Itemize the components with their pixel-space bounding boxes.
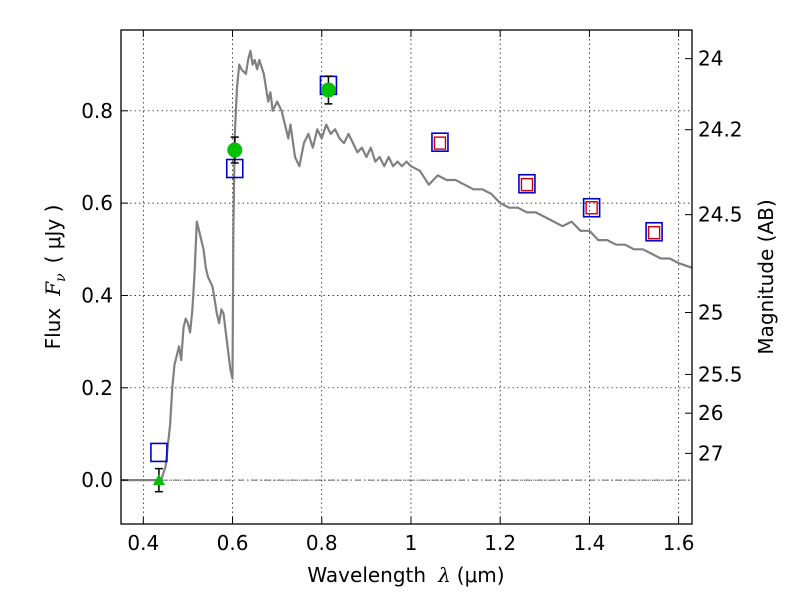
magnitude-tick-label: 25	[698, 301, 723, 325]
magnitude-axis-title: Magnitude (AB)	[754, 199, 778, 354]
series-layer	[121, 49, 693, 493]
magnitude-tick-label: 24	[698, 47, 723, 71]
y-tick-label: 0.2	[81, 376, 113, 400]
x-axis-title: Wavelength λ (μm)	[307, 563, 504, 587]
x-axis: 0.4 0.6 0.8 1 1.2 1.4 1.6	[127, 30, 695, 555]
magnitude-tick-label: 27	[698, 441, 723, 465]
magnitude-tick-label: 24.2	[698, 118, 743, 142]
plot-frame	[120, 29, 693, 525]
magnitude-tick-label: 24.5	[698, 203, 743, 227]
y-axis-unit: ( μJy )	[41, 205, 65, 264]
x-tick-label: 1.4	[573, 531, 605, 555]
y-axis-symbol: F	[41, 281, 65, 297]
magnitude-axis: 24 24.2 24.5 25 25.5 26 27	[685, 47, 743, 465]
x-tick-label: 0.8	[306, 531, 338, 555]
observed-point	[431, 132, 449, 152]
y-tick-label: 0.0	[81, 468, 113, 492]
non-detection-point	[152, 474, 165, 486]
y-tick-label: 0.4	[81, 283, 113, 307]
model-sed-line	[121, 49, 693, 482]
x-axis-label: Wavelength	[307, 563, 426, 587]
y-axis-subscript: ν	[53, 273, 69, 282]
y-axis: 0.0 0.2 0.4 0.6 0.8	[81, 99, 128, 492]
observed-point	[645, 221, 663, 242]
magnitude-tick-label: 25.5	[698, 362, 743, 386]
x-tick-label: 1.6	[663, 531, 695, 555]
model-photometry-point	[433, 136, 447, 150]
y-tick-label: 0.8	[81, 99, 113, 123]
y-tick-label: 0.6	[81, 191, 113, 215]
y-axis-label: Flux	[41, 308, 65, 350]
x-axis-symbol: λ	[437, 563, 451, 587]
observed-point	[518, 173, 536, 194]
observed-point	[150, 442, 168, 463]
observed-point	[582, 197, 601, 218]
x-tick-label: 1.2	[484, 531, 516, 555]
x-tick-label: 0.4	[127, 531, 159, 555]
magnitude-tick-label: 26	[698, 401, 723, 425]
model-photometry-point	[647, 225, 661, 240]
detection-point	[320, 82, 336, 98]
model-photometry-point	[520, 177, 534, 192]
detection-point	[227, 142, 243, 158]
x-tick-label: 1	[405, 531, 418, 555]
x-axis-unit: (μm)	[457, 563, 505, 587]
x-tick-label: 0.6	[217, 531, 249, 555]
model-photometry-point	[585, 201, 598, 215]
y-axis-title: Flux Fν ( μJy )	[41, 205, 69, 350]
